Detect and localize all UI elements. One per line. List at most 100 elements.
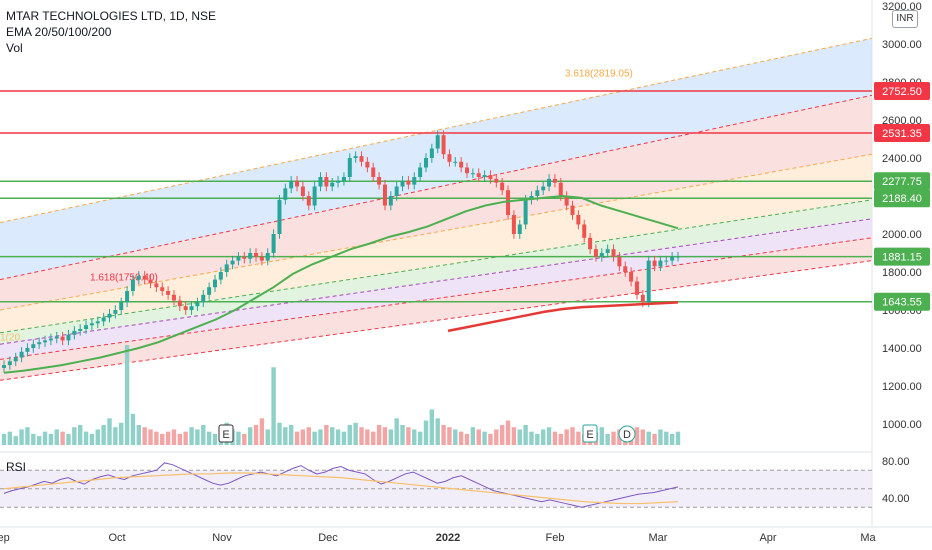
- candle-body[interactable]: [552, 178, 557, 183]
- earnings-marker[interactable]: [582, 424, 598, 443]
- candle-body[interactable]: [101, 317, 106, 322]
- candle-body[interactable]: [547, 178, 552, 187]
- candle-body[interactable]: [652, 260, 657, 267]
- candle-body[interactable]: [365, 161, 370, 168]
- candle-body[interactable]: [558, 182, 563, 196]
- candle-body[interactable]: [441, 135, 446, 155]
- ema-200-line[interactable]: [447, 301, 679, 333]
- candle-body[interactable]: [465, 167, 470, 174]
- candle-body[interactable]: [599, 253, 604, 257]
- candle-body[interactable]: [388, 196, 393, 206]
- candle-body[interactable]: [195, 302, 200, 307]
- candle-body[interactable]: [658, 260, 663, 267]
- candle-body[interactable]: [324, 177, 329, 187]
- candle-body[interactable]: [289, 180, 294, 189]
- candle-body[interactable]: [418, 167, 423, 178]
- price-level-tag[interactable]: [874, 292, 930, 311]
- candle-body[interactable]: [218, 272, 223, 280]
- candle-body[interactable]: [605, 249, 610, 253]
- candle-body[interactable]: [312, 186, 317, 206]
- candle-body[interactable]: [500, 182, 505, 191]
- candle-body[interactable]: [506, 190, 511, 215]
- candle-body[interactable]: [84, 325, 89, 329]
- candle-body[interactable]: [341, 177, 346, 181]
- candle-body[interactable]: [242, 256, 247, 259]
- candle-body[interactable]: [13, 357, 18, 362]
- candle-body[interactable]: [89, 323, 94, 326]
- candle-body[interactable]: [2, 365, 6, 368]
- candle-body[interactable]: [300, 186, 305, 197]
- candle-body[interactable]: [529, 196, 534, 200]
- candle-body[interactable]: [37, 342, 42, 345]
- candle-body[interactable]: [353, 156, 358, 158]
- candle-body[interactable]: [31, 344, 36, 348]
- dividend-marker[interactable]: [618, 425, 636, 443]
- candle-body[interactable]: [412, 177, 417, 185]
- candle-body[interactable]: [277, 199, 282, 234]
- price-level-tag[interactable]: [874, 82, 930, 101]
- candle-body[interactable]: [19, 351, 24, 358]
- candle-body[interactable]: [535, 190, 540, 196]
- candle-body[interactable]: [359, 156, 364, 162]
- candle-body[interactable]: [201, 294, 206, 303]
- candle-body[interactable]: [7, 361, 12, 366]
- price-level-tag[interactable]: [874, 124, 930, 143]
- candle-body[interactable]: [119, 302, 124, 310]
- candle-body[interactable]: [183, 306, 188, 310]
- candle-body[interactable]: [371, 167, 376, 178]
- candle-body[interactable]: [142, 275, 147, 280]
- candle-body[interactable]: [435, 135, 440, 149]
- candle-body[interactable]: [400, 180, 405, 187]
- candle-body[interactable]: [646, 260, 651, 303]
- candle-body[interactable]: [488, 175, 493, 179]
- candle-body[interactable]: [330, 182, 335, 187]
- candle-body[interactable]: [130, 279, 135, 291]
- candle-body[interactable]: [640, 294, 645, 303]
- ema-50-line[interactable]: [3, 194, 679, 374]
- candle-body[interactable]: [541, 186, 546, 191]
- candle-body[interactable]: [423, 158, 428, 168]
- candle-body[interactable]: [189, 306, 194, 310]
- rsi-indicator-label[interactable]: RSI: [6, 460, 27, 474]
- candle-body[interactable]: [453, 161, 458, 163]
- candle-body[interactable]: [171, 294, 176, 301]
- candle-body[interactable]: [617, 256, 622, 267]
- candle-body[interactable]: [523, 199, 528, 225]
- candle-body[interactable]: [593, 249, 598, 257]
- candle-body[interactable]: [306, 196, 311, 206]
- candle-body[interactable]: [271, 234, 276, 253]
- candle-body[interactable]: [95, 321, 100, 324]
- candle-body[interactable]: [377, 177, 382, 185]
- candle-body[interactable]: [476, 173, 481, 177]
- currency-badge[interactable]: INR: [892, 10, 918, 28]
- candle-body[interactable]: [295, 180, 300, 187]
- candle-body[interactable]: [629, 272, 634, 282]
- candle-body[interactable]: [511, 215, 516, 234]
- candle-body[interactable]: [634, 281, 639, 295]
- candle-body[interactable]: [447, 154, 452, 162]
- candle-body[interactable]: [482, 175, 487, 177]
- candle-body[interactable]: [336, 180, 341, 183]
- candle-body[interactable]: [207, 287, 212, 295]
- candle-body[interactable]: [113, 310, 118, 314]
- candle-body[interactable]: [406, 180, 411, 185]
- candle-body[interactable]: [66, 334, 71, 341]
- candle-body[interactable]: [283, 188, 288, 200]
- candle-body[interactable]: [394, 186, 399, 197]
- candle-body[interactable]: [265, 253, 270, 261]
- candle-body[interactable]: [254, 253, 259, 257]
- candle-body[interactable]: [470, 173, 475, 175]
- candle-body[interactable]: [107, 313, 112, 318]
- candle-body[interactable]: [570, 205, 575, 216]
- price-level-tag[interactable]: [874, 247, 930, 266]
- price-level-tag[interactable]: [874, 189, 930, 208]
- candle-body[interactable]: [382, 184, 387, 206]
- price-level-tag[interactable]: [874, 172, 930, 191]
- candle-body[interactable]: [25, 348, 30, 352]
- candle-body[interactable]: [212, 279, 217, 288]
- candle-body[interactable]: [43, 340, 48, 343]
- candle-body[interactable]: [166, 291, 171, 295]
- candle-body[interactable]: [177, 300, 182, 307]
- candle-body[interactable]: [588, 237, 593, 250]
